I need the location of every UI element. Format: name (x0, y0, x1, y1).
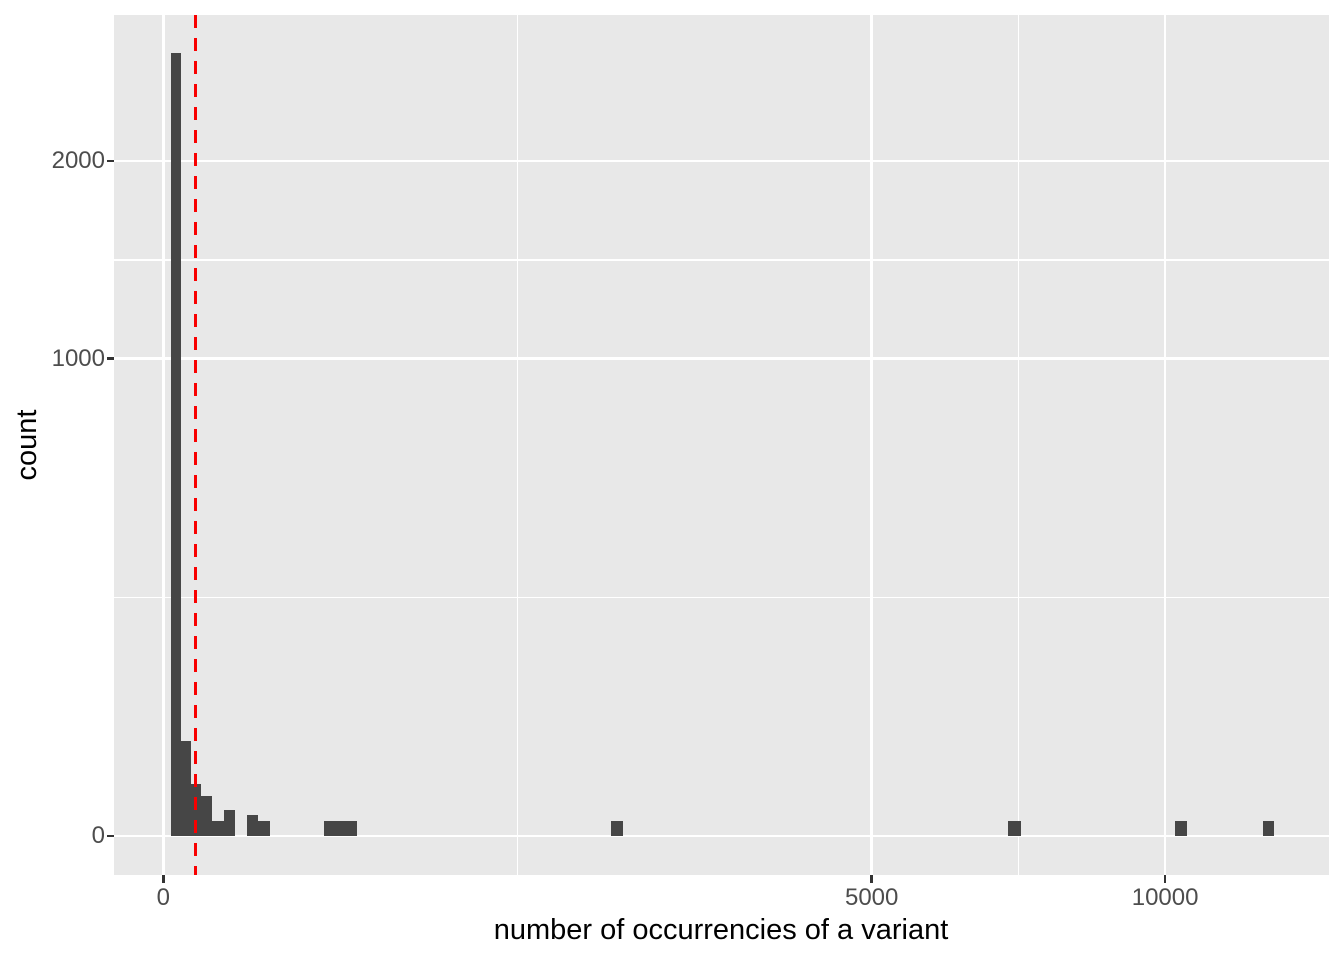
y-minor-gridline (114, 259, 1329, 261)
x-tick-label: 0 (156, 884, 170, 911)
histogram-bar (180, 740, 191, 836)
x-major-gridline (870, 15, 873, 875)
y-tick-mark (106, 834, 114, 838)
x-minor-gridline (1017, 15, 1020, 875)
histogram-bar (224, 809, 236, 836)
plot-panel (114, 15, 1329, 875)
histogram-bar (1174, 820, 1187, 836)
histogram-bar (211, 820, 225, 836)
x-tick-mark (162, 875, 165, 883)
histogram-bar (1008, 820, 1021, 836)
y-tick-mark (106, 357, 114, 360)
histogram-bar (1262, 820, 1275, 836)
histogram-bar (170, 53, 181, 836)
y-major-gridline (114, 834, 1329, 838)
y-major-gridline (114, 159, 1329, 163)
threshold-vline (194, 15, 198, 875)
histogram-bar (345, 820, 357, 836)
histogram-bar (324, 820, 336, 836)
histogram-bar (246, 814, 259, 836)
y-axis-title: count (11, 409, 43, 481)
x-tick-mark (870, 875, 873, 883)
histogram-bar (258, 820, 270, 836)
y-tick-mark (106, 159, 114, 163)
x-axis-title: number of occurrencies of a variant (493, 914, 949, 946)
y-major-gridline (114, 357, 1329, 360)
histogram-bar (335, 820, 346, 836)
x-major-gridline (1163, 15, 1167, 875)
y-minor-gridline (114, 596, 1329, 599)
x-tick-mark (1163, 875, 1167, 883)
histogram-bar (610, 820, 624, 836)
x-tick-label: 10000 (1131, 884, 1199, 911)
histogram-bar (201, 796, 212, 836)
x-major-gridline (162, 15, 165, 875)
y-tick-label: 1000 (51, 344, 105, 372)
x-tick-label: 5000 (844, 884, 899, 911)
x-minor-gridline (516, 15, 519, 875)
y-tick-label: 2000 (51, 146, 105, 174)
y-tick-label: 0 (91, 822, 105, 849)
